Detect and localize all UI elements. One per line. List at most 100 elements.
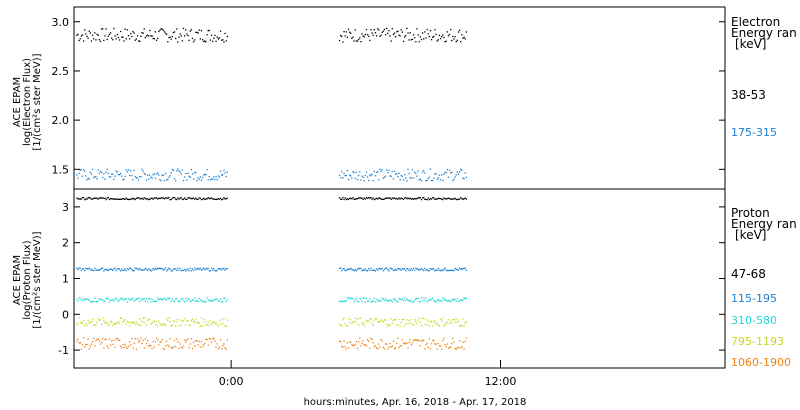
data-point-proton [421, 317, 424, 320]
data-point-proton [419, 321, 422, 323]
data-point-proton [207, 299, 209, 301]
data-point-electron [224, 172, 226, 174]
data-point-proton [343, 300, 345, 302]
data-point-proton [78, 342, 80, 344]
data-point-proton [464, 297, 466, 299]
data-point-proton [365, 345, 368, 347]
data-point-proton [418, 301, 420, 303]
data-point-proton [133, 342, 135, 344]
data-point-electron [436, 178, 438, 181]
data-point-proton [194, 345, 196, 347]
data-point-electron [398, 172, 400, 175]
data-point-electron [429, 168, 432, 170]
data-point-proton [91, 300, 94, 302]
data-point-proton [372, 197, 374, 199]
data-point-proton [386, 343, 388, 345]
data-point-proton [390, 300, 392, 302]
data-point-proton [464, 197, 466, 199]
data-point-electron [182, 27, 185, 30]
data-point-proton [381, 198, 383, 200]
data-point-proton [141, 269, 143, 271]
data-point-proton [132, 270, 134, 272]
data-point-proton [429, 348, 432, 350]
data-point-electron [448, 169, 451, 172]
data-point-electron [122, 36, 124, 38]
data-point-proton [366, 339, 369, 341]
data-point-proton [364, 301, 367, 303]
plot-frame-electron [73, 6, 726, 190]
data-point-proton [113, 198, 115, 201]
data-point-electron [382, 177, 384, 179]
data-point-proton [409, 339, 411, 341]
data-point-proton [424, 198, 426, 200]
data-point-proton [443, 337, 445, 340]
data-point-proton [380, 338, 382, 341]
data-point-proton [201, 268, 204, 270]
data-point-electron [439, 179, 442, 181]
data-point-proton [82, 268, 85, 270]
data-point-electron [125, 38, 127, 40]
data-point-electron [338, 39, 341, 42]
data-point-proton [106, 322, 108, 324]
data-point-proton [166, 197, 168, 199]
data-point-proton [109, 198, 112, 200]
data-point-proton [183, 301, 186, 303]
data-point-electron [425, 37, 427, 39]
data-point-proton [338, 340, 341, 342]
data-point-proton [443, 197, 445, 199]
data-point-electron [189, 176, 191, 178]
data-point-proton [439, 345, 442, 347]
data-point-proton [356, 300, 359, 302]
data-point-proton [126, 198, 129, 200]
data-point-electron [395, 173, 397, 175]
electron-y-axis-label-line: [1/(cm²s ster MeV)] [32, 53, 43, 151]
data-point-electron [76, 34, 78, 36]
data-point-proton [414, 197, 416, 200]
data-point-proton [224, 347, 226, 349]
data-point-electron [389, 35, 391, 37]
data-point-proton [128, 267, 131, 269]
data-point-electron [222, 39, 224, 41]
data-point-electron [219, 170, 222, 172]
data-point-proton [364, 344, 367, 346]
data-point-proton [134, 198, 136, 201]
data-point-proton [106, 345, 108, 347]
data-point-proton [99, 298, 102, 300]
legend-entry-electron-38-53: 38-53 [731, 88, 766, 102]
data-point-proton [350, 298, 352, 300]
data-point-proton [346, 198, 349, 200]
data-point-proton [338, 323, 341, 325]
data-point-electron [207, 29, 209, 32]
data-point-electron [432, 179, 434, 182]
data-point-proton [451, 299, 453, 301]
data-point-proton [346, 268, 349, 270]
data-point-proton [157, 339, 159, 341]
data-point-proton [388, 270, 390, 272]
data-point-proton [170, 198, 172, 201]
data-point-proton [458, 299, 461, 302]
data-point-electron [115, 170, 117, 172]
data-point-electron [144, 36, 147, 39]
data-point-proton [441, 320, 443, 322]
data-point-electron [221, 39, 223, 41]
y-tick-label-proton: 0 [62, 308, 69, 321]
data-point-electron [364, 174, 367, 177]
data-point-proton [435, 301, 437, 303]
data-point-proton [456, 268, 459, 271]
data-point-electron [347, 178, 350, 181]
data-point-proton [191, 348, 194, 350]
data-point-proton [142, 298, 144, 300]
data-point-electron [408, 39, 410, 41]
data-point-electron [218, 37, 221, 39]
data-point-electron [347, 28, 350, 30]
data-point-proton [352, 269, 354, 271]
data-point-proton [412, 301, 415, 303]
data-point-proton [107, 347, 109, 349]
data-point-proton [458, 267, 461, 269]
data-point-proton [128, 341, 131, 343]
data-point-proton [424, 299, 426, 302]
data-point-proton [363, 343, 365, 346]
data-point-electron [196, 31, 198, 34]
data-point-proton [180, 270, 182, 272]
data-point-electron [131, 35, 133, 38]
